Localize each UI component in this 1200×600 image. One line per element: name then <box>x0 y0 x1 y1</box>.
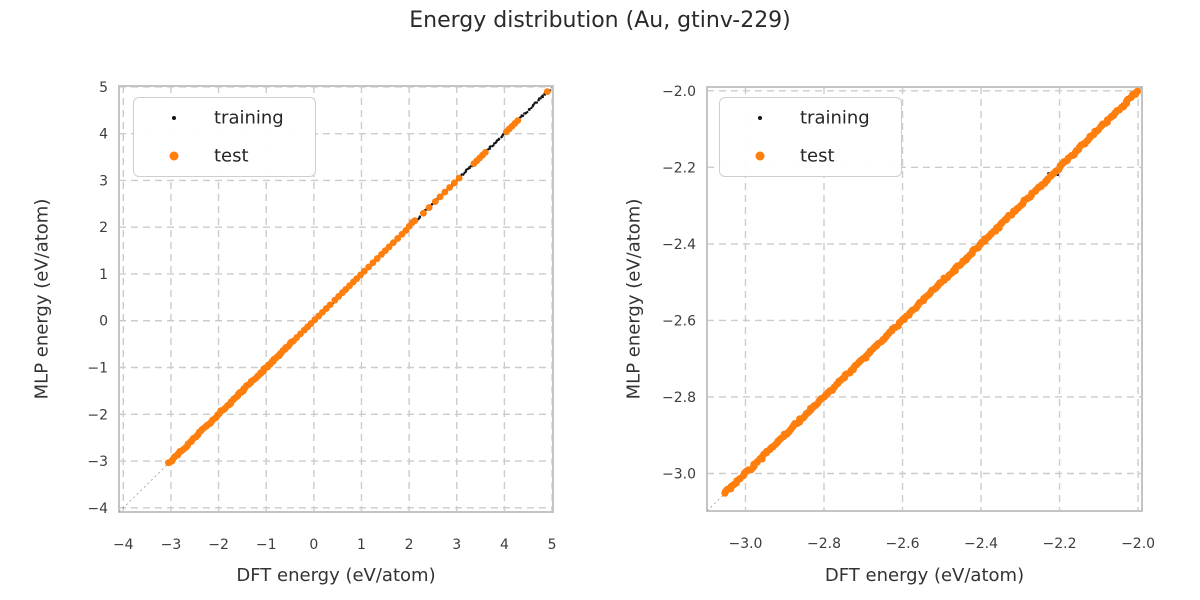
y-tick-label: −1 <box>87 361 108 377</box>
test-marker-icon <box>169 151 179 161</box>
y-tick-label: 2 <box>99 220 108 236</box>
right-yaxis-label: MLP energy (eV/atom) <box>623 198 645 400</box>
y-tick-label: −2.2 <box>662 160 696 176</box>
legend-label-training: training <box>800 107 870 129</box>
x-tick-label: −1 <box>256 537 277 553</box>
training-marker-icon <box>172 116 176 120</box>
x-tick-label: −4 <box>113 537 134 553</box>
legend-item-training: training <box>720 100 901 136</box>
y-tick-label: 0 <box>99 314 108 330</box>
y-tick-label: 1 <box>99 267 108 283</box>
x-tick-label: 2 <box>405 537 414 553</box>
y-tick-label: 4 <box>99 127 108 143</box>
y-tick-label: −2.0 <box>662 84 696 100</box>
plot-frame <box>118 85 554 513</box>
y-tick-label: −4 <box>87 501 108 517</box>
legend-label-test: test <box>800 145 835 167</box>
x-tick-label: 4 <box>500 537 509 553</box>
plot-frame <box>706 86 1143 512</box>
training-marker-icon <box>758 116 762 120</box>
legend-label-training: training <box>214 107 284 129</box>
x-tick-label: 5 <box>548 537 557 553</box>
legend-item-test: test <box>720 138 901 174</box>
y-tick-label: −3.0 <box>662 466 696 482</box>
test-marker-icon <box>755 151 765 161</box>
x-tick-label: −2.2 <box>1043 536 1077 552</box>
x-tick-label: 3 <box>452 537 461 553</box>
right-xaxis-label: DFT energy (eV/atom) <box>824 565 1025 586</box>
y-tick-label: −2.8 <box>662 390 696 406</box>
legend-item-training: training <box>134 100 315 136</box>
right-legend: training test <box>719 97 902 177</box>
left-xaxis-label: DFT energy (eV/atom) <box>236 565 436 586</box>
y-tick-label: −2 <box>87 407 108 423</box>
subplot-right: −3.0 −2.8 −2.6 −2.4 −2.2 −2.0 −2.0 −2.2 −2.4 −2.6… <box>662 84 1155 552</box>
tick-labels: −4 −3 −2 −1 0 1 2 3 4 5 −4 −3 −2 −1 0 1 2 3 4 5 <box>87 80 556 553</box>
legend-label-test: test <box>214 145 249 167</box>
figure-title: Energy distribution (Au, gtinv-229) <box>409 8 791 33</box>
subplot-left: −4 −3 −2 −1 0 1 2 3 4 5 −4 −3 −2 −1 0 1 2 3 4 5 <box>87 80 556 553</box>
y-tick-label: −3 <box>87 454 108 470</box>
x-tick-label: −2.8 <box>807 536 841 552</box>
gridlines <box>707 87 1142 511</box>
x-tick-label: 0 <box>309 537 318 553</box>
y-tick-label: −2.4 <box>662 237 696 253</box>
x-tick-label: −2.4 <box>964 536 998 552</box>
y-tick-label: 3 <box>99 173 108 189</box>
x-tick-label: −2.0 <box>1121 536 1155 552</box>
x-tick-label: −3 <box>161 537 182 553</box>
y-tick-label: 5 <box>99 80 108 96</box>
left-legend: training test <box>133 97 316 177</box>
y-tick-label: −2.6 <box>662 313 696 329</box>
left-yaxis-label: MLP energy (eV/atom) <box>31 198 53 400</box>
legend-item-test: test <box>134 138 315 174</box>
x-tick-label: −3.0 <box>728 536 762 552</box>
test-points <box>721 87 1142 497</box>
test-points <box>165 88 551 467</box>
x-tick-label: −2.6 <box>886 536 920 552</box>
x-tick-label: 1 <box>357 537 366 553</box>
tick-labels: −3.0 −2.8 −2.6 −2.4 −2.2 −2.0 −2.0 −2.2 −2.4 −2.6… <box>662 84 1155 552</box>
x-tick-label: −2 <box>208 537 229 553</box>
